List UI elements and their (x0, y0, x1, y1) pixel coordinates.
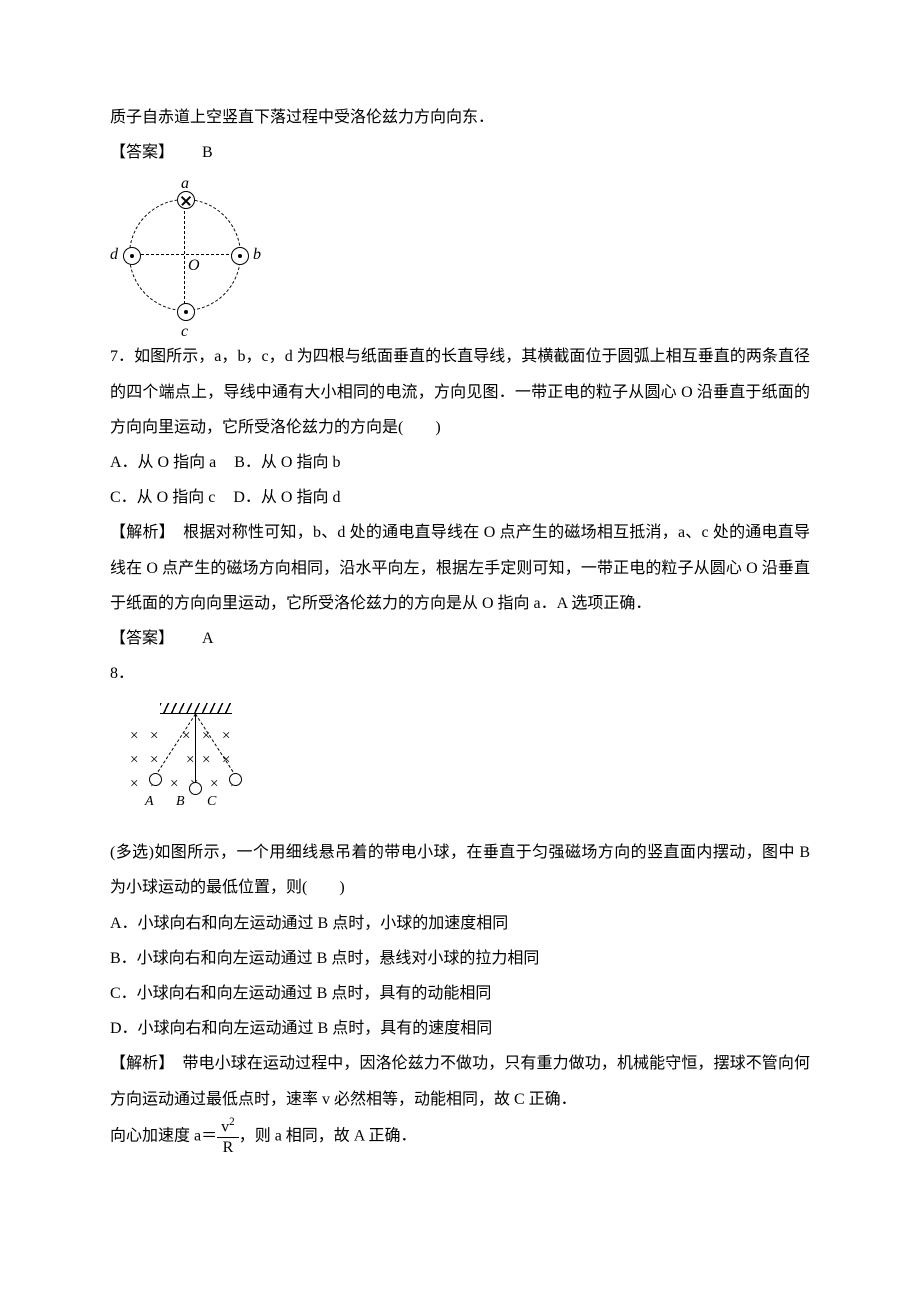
explain-label: 【解析】 (110, 1055, 166, 1072)
answer-value-6: B (202, 144, 213, 161)
q8-number: 8． (110, 656, 810, 691)
label-b: b (253, 247, 261, 263)
vertical-diameter (184, 201, 185, 309)
bfield-x-icon: × (210, 777, 218, 792)
label-A: A (145, 795, 154, 809)
q8-opt-c: C．小球向右和向左运动通过 B 点时，具有的动能相同 (110, 976, 810, 1011)
q8-opt-a: A．小球向右和向左运动通过 B 点时，小球的加速度相同 (110, 906, 810, 941)
bfield-x-icon: × (150, 753, 158, 768)
bfield-x-icon: × (130, 729, 138, 744)
bfield-x-icon: × (202, 753, 210, 768)
figure-q7: a b c d O (110, 182, 810, 327)
label-B: B (176, 795, 185, 809)
q7-opt-a: A．从 O 指向 a (110, 454, 216, 471)
answer-line-7: 【答案】 A (110, 621, 810, 656)
ceiling-hatch (160, 703, 232, 714)
ball-b (189, 782, 202, 795)
q8-formula-line: 向心加速度 a＝v2R，则 a 相同，故 A 正确． (110, 1117, 810, 1156)
q7-opt-c: C．从 O 指向 c (110, 489, 215, 506)
horizontal-diameter (131, 254, 239, 255)
answer-line-6: 【答案】 B (110, 135, 810, 170)
q7-options-cd: C．从 O 指向 c D．从 O 指向 d (110, 480, 810, 515)
node-b (231, 247, 249, 265)
bfield-x-icon: × (222, 729, 230, 744)
label-a: a (181, 176, 189, 192)
string-center (195, 714, 196, 784)
formula-prefix: 向心加速度 a＝ (110, 1127, 217, 1144)
label-C: C (207, 795, 216, 809)
answer-label: 【答案】 (110, 630, 174, 647)
q8-explain-body: 带电小球在运动过程中，因洛伦兹力不做功，只有重力做功，机械能守恒，摆球不管向何方… (110, 1055, 810, 1107)
fraction-num: v2 (217, 1117, 239, 1137)
q7-options-ab: A．从 O 指向 a B．从 O 指向 b (110, 445, 810, 480)
figure-q8-diagram: ×××××××××××××××× A B C (110, 703, 280, 823)
q7-opt-b: B．从 O 指向 b (234, 454, 340, 471)
bfield-x-icon: × (130, 753, 138, 768)
explain-label: 【解析】 (110, 524, 167, 541)
q8-opt-b: B．小球向右和向左运动通过 B 点时，悬线对小球的拉力相同 (110, 941, 810, 976)
q7-explain-body: 根据对称性可知，b、d 处的通电直导线在 O 点产生的磁场相互抵消，a、c 处的… (110, 524, 810, 611)
answer-value-7: A (202, 630, 214, 647)
node-c (177, 303, 195, 321)
ball-c (229, 773, 242, 786)
q7-stem: 7．如图所示，a，b，c，d 为四根与纸面垂直的长直导线，其横截面位于圆弧上相互… (110, 339, 810, 445)
bfield-x-icon: × (130, 777, 138, 792)
label-o: O (188, 258, 200, 274)
q8-opt-d: D．小球向右和向左运动通过 B 点时，具有的速度相同 (110, 1011, 810, 1046)
ball-a (149, 773, 162, 786)
figure-q7-diagram: a b c d O (110, 182, 260, 327)
label-c: c (181, 324, 188, 340)
figure-q8: ×××××××××××××××× A B C (110, 703, 810, 823)
carryover-text: 质子自赤道上空竖直下落过程中受洛伦兹力方向向东． (110, 100, 810, 135)
answer-label: 【答案】 (110, 144, 174, 161)
bfield-x-icon: × (170, 777, 178, 792)
fraction-den: R (217, 1137, 239, 1156)
q7-explain: 【解析】 根据对称性可知，b、d 处的通电直导线在 O 点产生的磁场相互抵消，a… (110, 515, 810, 621)
q7-opt-d: D．从 O 指向 d (233, 489, 340, 506)
label-d: d (110, 247, 118, 263)
fraction: v2R (217, 1117, 239, 1156)
bfield-x-icon: × (150, 729, 158, 744)
q8-explain: 【解析】 带电小球在运动过程中，因洛伦兹力不做功，只有重力做功，机械能守恒，摆球… (110, 1046, 810, 1116)
q8-stem: (多选)如图所示，一个用细线悬吊着的带电小球，在垂直于匀强磁场方向的竖直面内摆动… (110, 835, 810, 905)
formula-suffix: ，则 a 相同，故 A 正确． (239, 1127, 417, 1144)
bfield-x-icon: × (186, 753, 194, 768)
circle-outline (129, 199, 241, 311)
